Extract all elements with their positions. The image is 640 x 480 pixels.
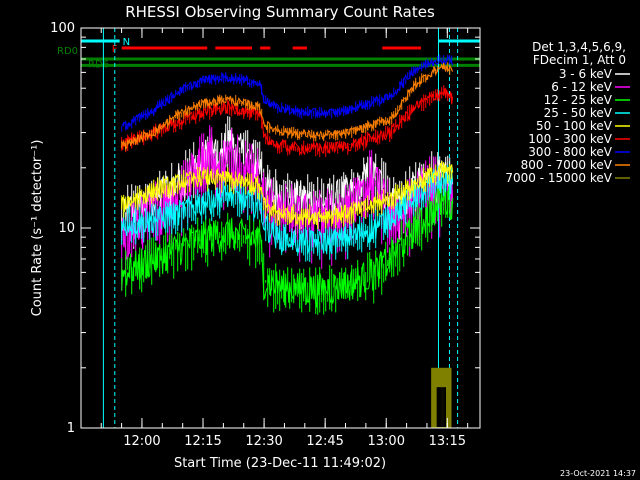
footer-timestamp: 23-Oct-2021 14:37 xyxy=(560,469,636,478)
legend-label: 7000 - 15000 keV xyxy=(505,171,612,185)
legend-label: 100 - 300 keV xyxy=(528,132,612,146)
x-axis-label: Start Time (23-Dec-11 11:49:02) xyxy=(174,456,386,471)
series-12-25-kev xyxy=(121,181,454,315)
series-7000-15000-kev xyxy=(431,367,452,428)
legend-header-line-2: FDecim 1, Att 0 xyxy=(533,53,626,67)
x-tick-label: 12:45 xyxy=(306,434,343,449)
legend-label: 800 - 7000 keV xyxy=(521,158,613,172)
status-flag-label-n: N xyxy=(123,37,130,48)
x-tick-label: 12:30 xyxy=(245,434,282,449)
legend-label: 12 - 25 keV xyxy=(544,93,613,107)
axes: 1 10 100 12:00 12:15 12:30 12:45 13:00 13:15 xyxy=(50,21,480,449)
y-axis-label: Count Rate (s⁻¹ detector⁻¹) xyxy=(30,140,45,317)
x-tick-label: 12:00 xyxy=(123,434,160,449)
y-tick-label: 100 xyxy=(50,21,75,36)
x-tick-label: 13:00 xyxy=(368,434,405,449)
legend-label: 50 - 100 keV xyxy=(536,119,613,133)
legend-label: 300 - 800 keV xyxy=(528,145,612,159)
legend: Det 1,3,4,5,6,9, FDecim 1, Att 0 3 - 6 k… xyxy=(505,40,630,185)
series-50-100-kev xyxy=(121,160,454,230)
legend-label: 25 - 50 keV xyxy=(544,106,613,120)
x-tick-label: 12:15 xyxy=(184,434,221,449)
plot-area: RD0RD6NF xyxy=(57,28,480,428)
y-tick-label: 1 xyxy=(67,421,75,436)
chart-title: RHESSI Observing Summary Count Rates xyxy=(125,3,435,21)
series-800-7000-kev xyxy=(121,62,454,151)
reference-label-rd6: RD6 xyxy=(88,59,109,70)
series-100-300-kev xyxy=(121,85,454,158)
reference-label-rd0: RD0 xyxy=(57,46,78,57)
series-line xyxy=(121,185,454,308)
legend-header-line-1: Det 1,3,4,5,6,9, xyxy=(532,40,626,54)
x-tick-label: 13:15 xyxy=(429,434,466,449)
legend-label: 6 - 12 keV xyxy=(551,80,613,94)
y-tick-label: 10 xyxy=(58,221,75,236)
series-line xyxy=(121,162,454,226)
legend-label: 3 - 6 keV xyxy=(559,67,613,81)
